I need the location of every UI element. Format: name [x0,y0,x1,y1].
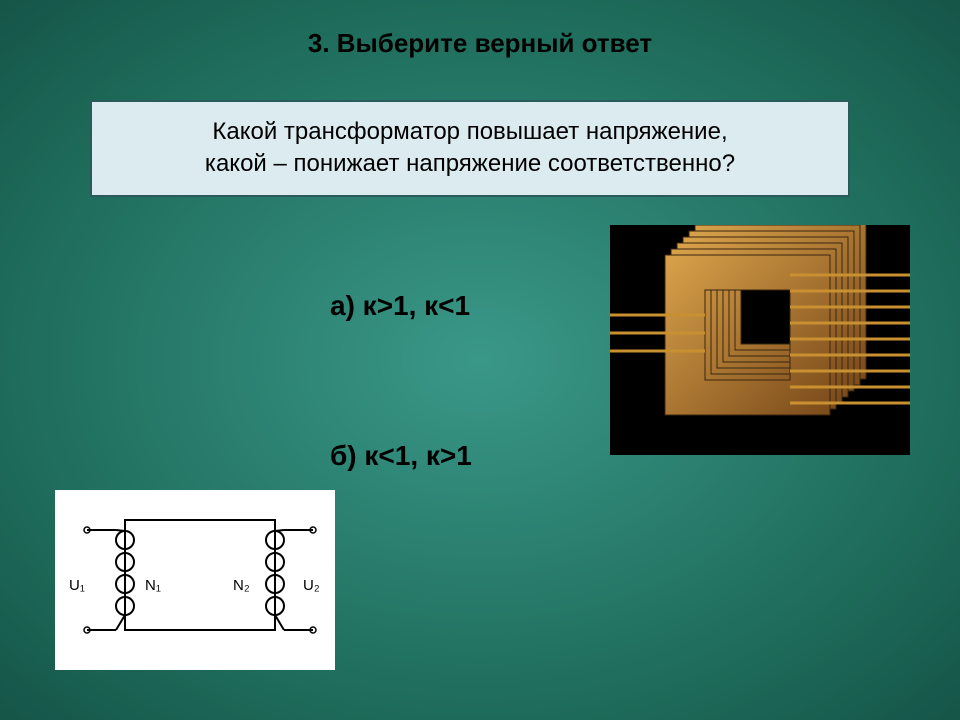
question-line1: Какой трансформатор повышает напряжение, [112,116,828,148]
svg-text:U₁: U₁ [69,577,85,594]
svg-text:N₂: N₂ [233,577,250,594]
option-a: а) к>1, к<1 [330,290,470,322]
svg-text:N₁: N₁ [145,577,161,594]
title-text: 3. Выберите верный ответ [308,28,652,58]
question-box: Какой трансформатор повышает напряжение,… [90,100,850,197]
slide-title: 3. Выберите верный ответ [0,28,960,59]
schematic-svg: U₁ N₁ N₂ U₂ [55,490,335,670]
transformer-3d-svg [610,225,910,455]
schematic-diagram: U₁ N₁ N₂ U₂ [55,490,335,670]
transformer-3d [610,225,910,455]
question-line2: какой – понижает напряжение соответствен… [112,148,828,180]
svg-text:U₂: U₂ [303,577,320,594]
slide: 3. Выберите верный ответ Какой трансформ… [0,0,960,720]
option-b: б) к<1, к>1 [330,440,472,472]
